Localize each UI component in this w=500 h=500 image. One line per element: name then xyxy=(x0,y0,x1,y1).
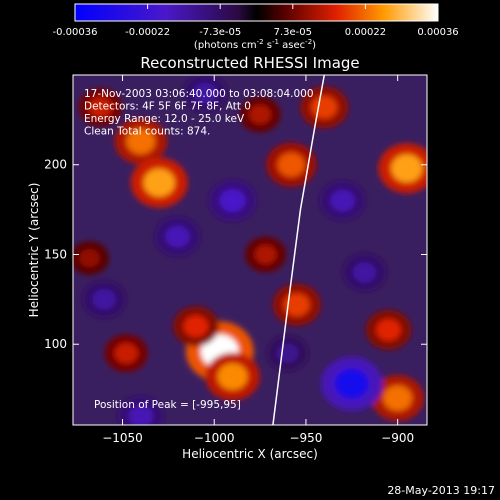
x-tick-label: −1050 xyxy=(102,431,143,445)
peak-label: Position of Peak = [-995,95] xyxy=(94,399,241,411)
colorbar-tick-label: 7.3e-05 xyxy=(274,27,312,38)
heatmap-blob-core xyxy=(165,225,190,248)
heatmap-blob-core xyxy=(79,249,100,268)
heatmap-blob-core xyxy=(391,154,423,183)
heatmap-blob-core xyxy=(219,189,246,213)
plot-frame xyxy=(72,74,428,426)
colorbar-tick-label: 0.00036 xyxy=(417,27,458,38)
heatmap-blob-core xyxy=(311,95,338,119)
chart-title: Reconstructed RHESSI Image xyxy=(140,54,359,72)
heatmap-blob-core xyxy=(92,289,116,310)
heatmap-blob-core xyxy=(183,315,209,338)
colorbar-tick-label: 0.00022 xyxy=(345,27,386,38)
footer-timestamp: 28-May-2013 19:17 xyxy=(387,484,495,497)
colorbar-ticks: -0.00036 -0.00022 -7.3e-05 7.3e-05 0.00022 0.… xyxy=(53,4,459,38)
heatmap-blob-core xyxy=(126,128,156,155)
annotation-line: Clean Total counts: 874. xyxy=(84,126,210,138)
x-axis-label: Heliocentric X (arcsec) xyxy=(182,447,318,461)
x-tick-label: −1000 xyxy=(194,431,235,445)
colorbar xyxy=(74,3,439,22)
heatmap-blob-core xyxy=(254,244,277,265)
heatmap-blob-core xyxy=(352,262,377,283)
heatmap-blob-core xyxy=(283,293,310,317)
colorbar-units: (photons cm-2 s-1 asec-2) xyxy=(194,38,316,51)
annotation-line: Detectors: 4F 5F 6F 7F 8F, Att 0 xyxy=(84,101,251,113)
annotations: 17-Nov-2003 03:06:40.000 to 03:08:04.000… xyxy=(84,88,314,138)
x-axis: −1050 −1000 −950 −900 xyxy=(102,75,414,445)
heatmap-blob-core xyxy=(143,168,175,197)
heatmap-blob-core xyxy=(276,343,299,363)
heatmap-blob-core xyxy=(217,363,248,390)
heatmap-blob-core xyxy=(383,385,412,411)
y-tick-label: 200 xyxy=(44,158,67,172)
heatmap-blob-core xyxy=(193,82,217,104)
heatmap-blob-core xyxy=(249,104,272,125)
heatmap-blob-core xyxy=(128,405,154,425)
heatmap-blob-core xyxy=(88,97,113,118)
heatmap-blob-core xyxy=(334,368,369,399)
heatmap-blob-core xyxy=(114,342,138,364)
y-tick-label: 100 xyxy=(44,337,67,351)
y-tick-label: 150 xyxy=(44,247,67,261)
annotation-line: 17-Nov-2003 03:06:40.000 to 03:08:04.000 xyxy=(84,88,314,100)
x-tick-label: −950 xyxy=(289,431,322,445)
colorbar-tick-label: -0.00022 xyxy=(125,27,170,38)
heatmap-blob-core xyxy=(277,152,305,177)
solar-limb xyxy=(272,75,326,425)
heatmap-blob-core xyxy=(330,189,355,212)
y-axis-label: Heliocentric Y (arcsec) xyxy=(27,183,41,318)
annotation-line: Energy Range: 12.0 - 25.0 keV xyxy=(84,113,245,125)
x-tick-label: −900 xyxy=(381,431,414,445)
colorbar-tick-label: -0.00036 xyxy=(53,27,98,38)
colorbar-tick-label: -7.3e-05 xyxy=(199,27,241,38)
heatmap-layer xyxy=(73,75,427,425)
heatmap-blob-core xyxy=(376,318,401,341)
y-axis: 100 150 200 xyxy=(44,158,427,351)
